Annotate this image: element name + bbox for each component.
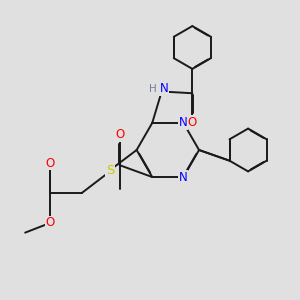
Text: N: N [179,170,188,184]
Text: O: O [188,116,197,129]
Text: O: O [46,216,55,229]
Text: N: N [160,82,169,95]
Text: N: N [179,116,188,130]
Text: H: H [149,84,157,94]
Text: S: S [106,164,114,177]
Text: O: O [115,128,124,141]
Text: O: O [46,157,55,170]
